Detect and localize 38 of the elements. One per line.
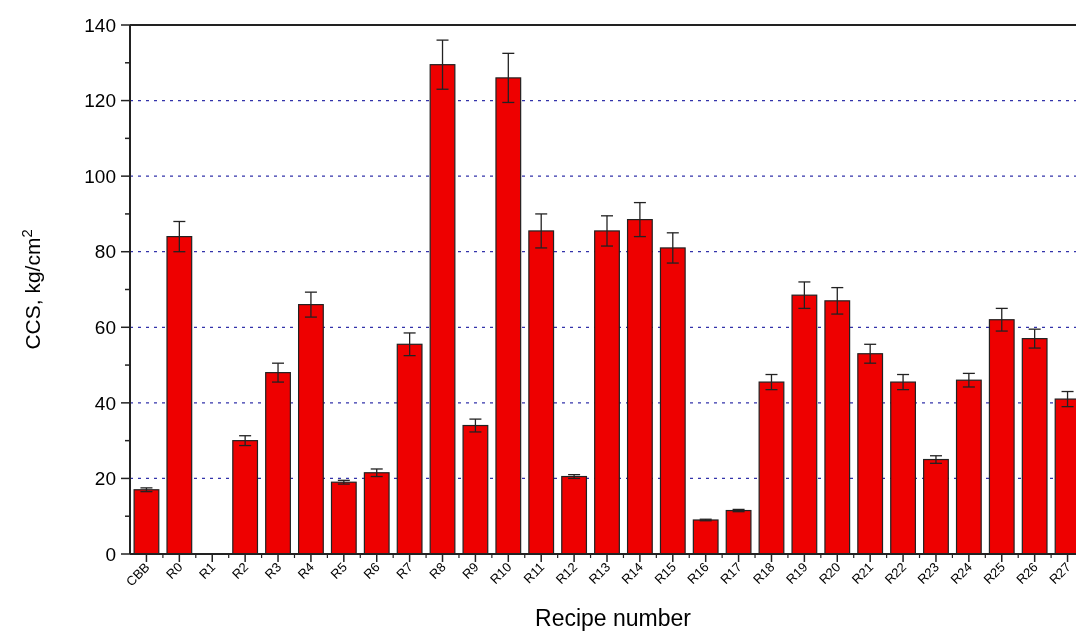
x-tick-label: R18 [750, 559, 778, 587]
x-tick-label: R11 [520, 559, 548, 587]
y-tick-label: 40 [94, 392, 116, 414]
x-tick-label: R21 [848, 559, 877, 587]
x-tick-label: R10 [486, 559, 515, 587]
y-tick-label: 20 [94, 468, 116, 490]
x-tick-label: R6 [360, 559, 383, 582]
x-tick-label: R8 [426, 559, 449, 582]
x-tick-label: R23 [914, 559, 943, 587]
x-axis-title: Recipe number [535, 605, 692, 631]
y-tick-label: 80 [94, 241, 116, 263]
x-tick-label: CBB [123, 559, 153, 590]
x-tick-label: R25 [980, 559, 1008, 587]
x-tick-label: R1 [196, 559, 219, 582]
x-tick-label: R24 [947, 559, 975, 587]
x-tick-label: R14 [618, 559, 647, 587]
y-tick-label: 100 [84, 165, 116, 187]
x-tick-label: R13 [585, 559, 614, 587]
y-tick-label: 140 [84, 14, 116, 36]
x-tick-label: R26 [1013, 559, 1041, 587]
y-tick-label: 120 [84, 90, 116, 112]
x-tick-label: R20 [815, 559, 844, 587]
x-tick-label: R4 [294, 559, 318, 582]
x-tick-label: R9 [459, 559, 482, 582]
x-tick-label: R22 [881, 559, 910, 587]
x-tick-label: R27 [1046, 559, 1074, 587]
y-tick-label: 60 [94, 316, 116, 338]
x-tick-label: R2 [228, 559, 252, 582]
x-tick-label: R5 [327, 559, 350, 582]
x-tick-label: R19 [783, 559, 811, 587]
x-tick-label: R15 [651, 559, 679, 587]
x-tick-label: R12 [552, 559, 581, 587]
x-tick-label: R7 [393, 559, 416, 582]
x-tick-label: R17 [717, 559, 745, 587]
x-tick-label: R0 [163, 559, 186, 582]
y-tick-label: 0 [105, 543, 116, 565]
x-tick-label: R16 [684, 559, 712, 587]
x-tick-label: R3 [261, 559, 285, 582]
